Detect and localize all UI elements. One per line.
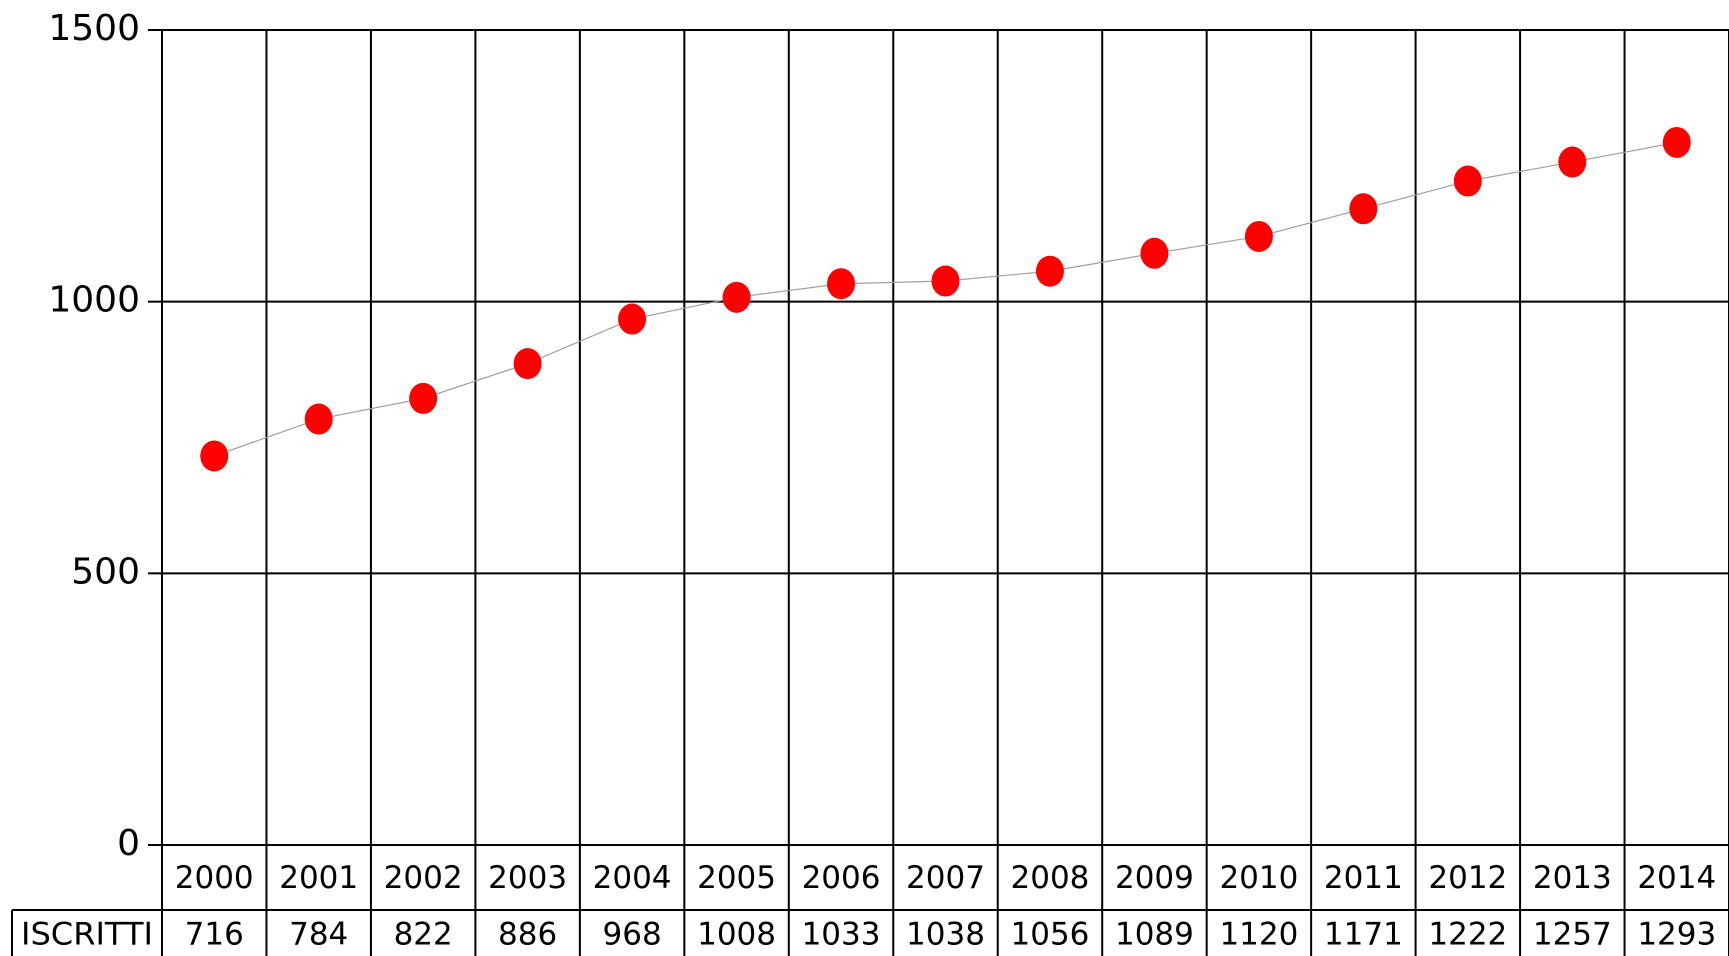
data-point [1558,146,1587,178]
table-value: 1089 [1115,917,1194,953]
data-point [1035,255,1064,287]
x-tick-label: 2001 [279,860,358,896]
data-point [200,440,229,472]
series-label: ISCRITTI [21,917,153,953]
x-tick-label: 2006 [802,860,881,896]
x-tick-label: 2008 [1011,860,1090,896]
table-value: 1033 [802,917,881,953]
x-tick-label: 2014 [1637,860,1716,896]
x-tick-label: 2005 [697,860,776,896]
data-point [513,348,542,380]
table-value: 1293 [1637,917,1716,953]
table-value: 1257 [1533,917,1612,953]
x-tick-label: 2009 [1115,860,1194,896]
data-point [1244,220,1273,252]
table-value: 1120 [1219,917,1298,953]
x-tick-label: 2013 [1533,860,1612,896]
table-value: 968 [603,917,662,953]
table-value: 822 [394,917,453,953]
table-value: 716 [185,917,244,953]
x-tick-label: 2000 [175,860,254,896]
table-value: 886 [498,917,557,953]
y-tick-label: 1500 [48,8,140,49]
x-tick-label: 2012 [1428,860,1507,896]
x-tick-label: 2010 [1219,860,1298,896]
table-value: 1171 [1324,917,1403,953]
data-point [722,281,751,313]
data-point [1662,126,1691,158]
x-tick-label: 2011 [1324,860,1403,896]
data-point [618,303,647,335]
data-point [1349,193,1378,225]
table-value: 1056 [1011,917,1090,953]
data-point [827,268,856,300]
table-value: 784 [289,917,348,953]
data-point [304,403,333,435]
y-tick-label: 1000 [48,280,140,321]
x-tick-label: 2003 [488,860,567,896]
table-value: 1008 [697,917,776,953]
y-tick-label: 0 [117,823,140,864]
table-value: 1222 [1428,917,1507,953]
data-point [1453,165,1482,197]
data-point [931,265,960,297]
x-tick-label: 2007 [906,860,985,896]
data-point [1140,237,1169,269]
table-value: 1038 [906,917,985,953]
x-tick-label: 2002 [384,860,463,896]
x-tick-label: 2004 [593,860,672,896]
y-tick-label: 500 [71,551,140,592]
data-point [409,382,438,414]
